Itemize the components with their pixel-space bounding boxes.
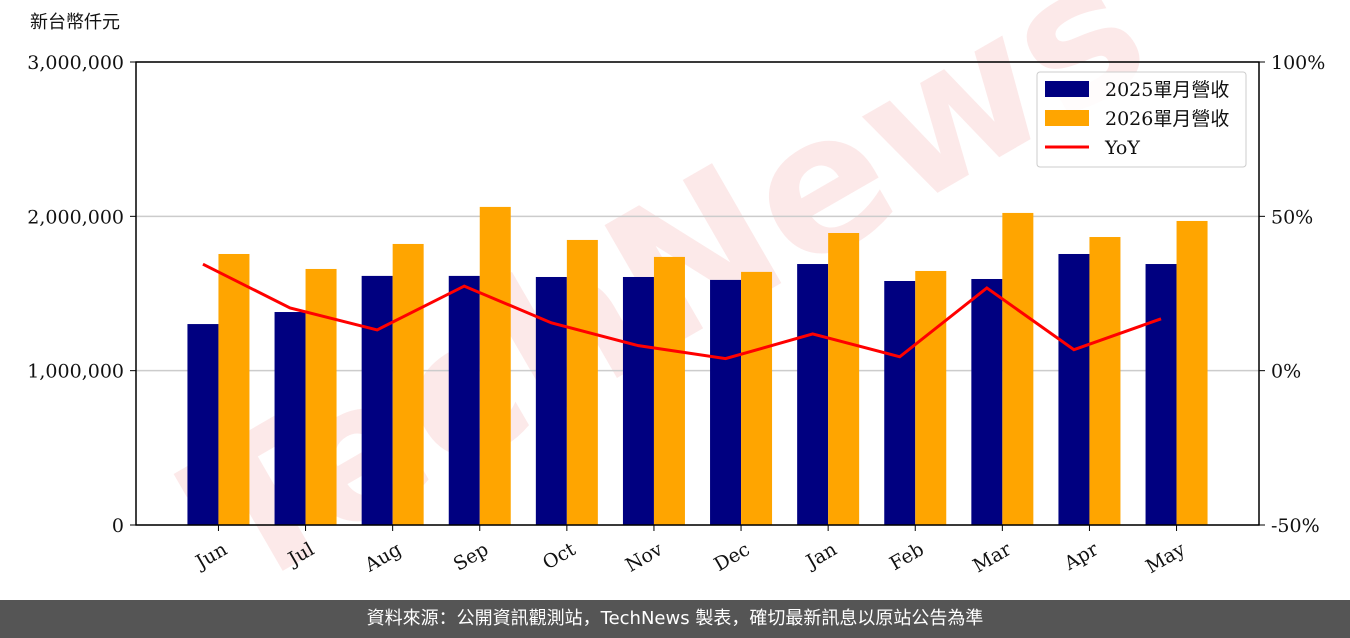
bar: [797, 264, 829, 525]
x-tick-label: Jan: [801, 538, 841, 574]
plot-frame: [135, 61, 1260, 526]
bar: [448, 275, 480, 525]
x-tick-label: May: [1142, 538, 1189, 578]
bar: [274, 312, 306, 525]
y-tick-label: 3,000,000: [27, 52, 124, 74]
bar: [915, 270, 947, 525]
y2-tick-label: 50%: [1271, 206, 1313, 228]
chart: 新台幣仟元 TechNews 01,000,0002,000,0003,000,…: [27, 0, 1325, 633]
bar: [710, 279, 742, 525]
legend-swatch: [1045, 110, 1089, 126]
legend-label: 2025單月營收: [1105, 79, 1229, 101]
bar: [828, 233, 860, 525]
yoy-line: [202, 262, 1162, 361]
bar: [218, 253, 250, 525]
bar: [1058, 253, 1090, 525]
y-axis-label: 新台幣仟元: [30, 12, 120, 33]
y2-tick-label: -50%: [1271, 515, 1320, 537]
bar: [1002, 212, 1034, 526]
bar: [305, 268, 337, 525]
bar: [971, 278, 1003, 525]
bar: [566, 239, 598, 525]
y-tick-label: 2,000,000: [27, 206, 124, 228]
x-tick-label: Feb: [886, 538, 928, 575]
legend-swatch: [1045, 81, 1089, 97]
legend-label: 2026單月營收: [1105, 108, 1229, 130]
legend-box: [1036, 71, 1247, 168]
y2-tick-label: 100%: [1271, 52, 1325, 74]
bar: [361, 275, 393, 525]
y2-tick-label: 0%: [1271, 361, 1301, 383]
bar: [741, 271, 773, 525]
bar: [1089, 237, 1121, 525]
legend-label: YoY: [1104, 137, 1140, 159]
x-tick-label: Nov: [622, 538, 667, 577]
y-tick-label: 1,000,000: [27, 361, 124, 383]
bar: [479, 206, 511, 525]
x-tick-label: Dec: [710, 538, 753, 576]
x-tick-label: Oct: [539, 538, 580, 574]
bar: [1176, 220, 1208, 526]
bar: [884, 280, 916, 525]
bar: [535, 276, 567, 525]
x-tick-label: Sep: [450, 538, 493, 575]
footer: 資料來源：公開資訊觀測站，TechNews 製表，確切最新訊息以原站公告為準: [0, 600, 1350, 638]
bar: [653, 256, 685, 525]
bar: [392, 243, 424, 526]
bar: [1145, 264, 1177, 525]
x-tick-label: Apr: [1060, 538, 1103, 575]
y-tick-label: 0: [112, 515, 124, 537]
bar: [622, 276, 654, 525]
bar: [187, 324, 219, 525]
x-tick-label: Mar: [969, 538, 1015, 577]
